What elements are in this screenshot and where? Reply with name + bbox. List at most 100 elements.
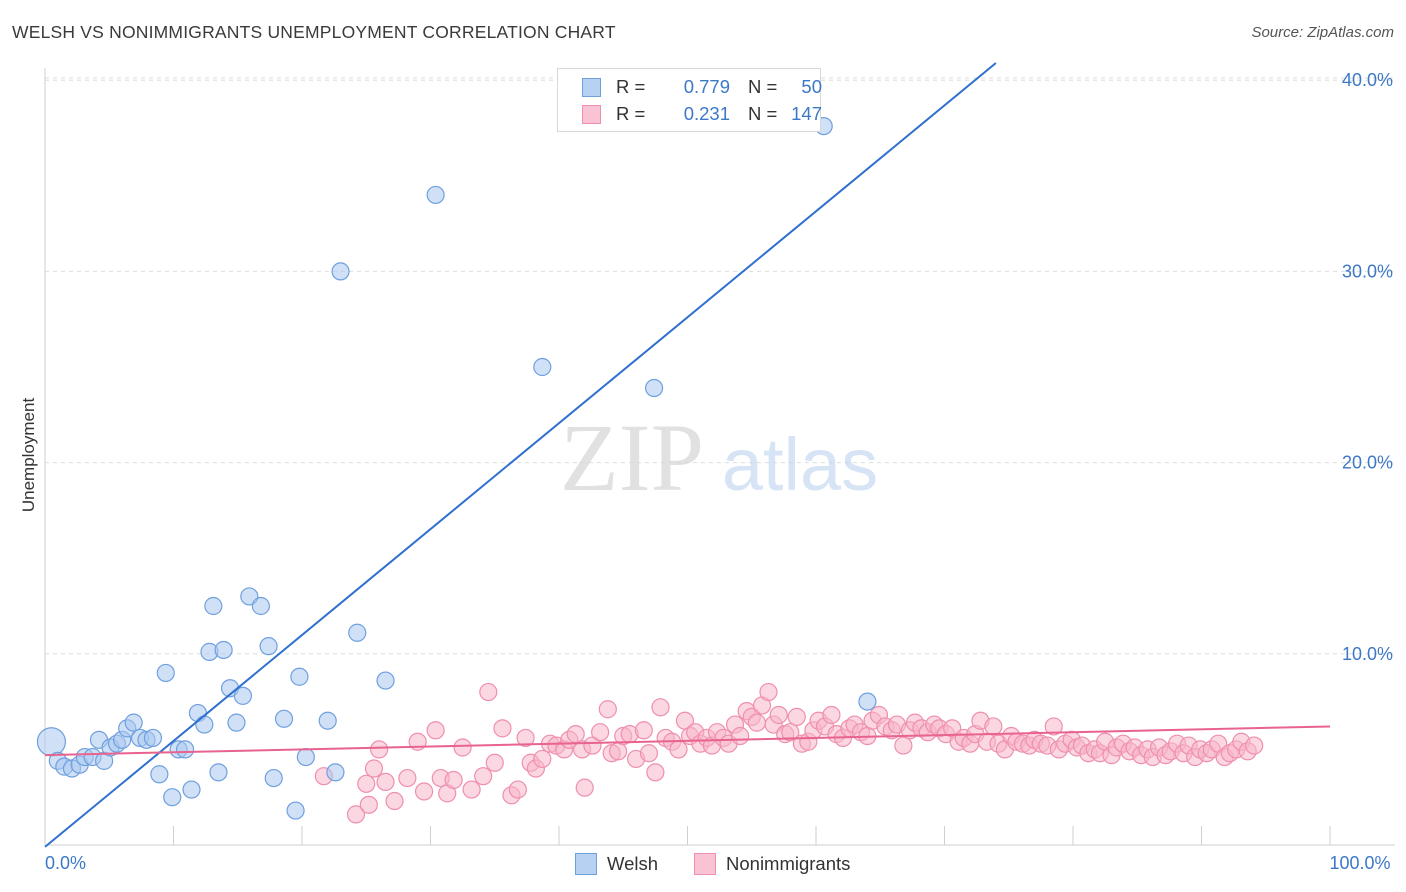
nonimmigrants-point[interactable]: [731, 726, 750, 746]
nonimmigrants-point[interactable]: [575, 778, 594, 797]
nonimmigrants-point[interactable]: [583, 736, 602, 755]
welsh-point[interactable]: [331, 262, 350, 281]
nonimmigrants-point[interactable]: [822, 705, 841, 725]
nonimmigrants-point[interactable]: [508, 780, 527, 799]
welsh-point[interactable]: [251, 596, 270, 616]
nonimmigrants-point[interactable]: [1044, 717, 1063, 736]
r-value: 0.779: [683, 76, 730, 97]
welsh-point[interactable]: [426, 185, 445, 205]
welsh-point[interactable]: [318, 711, 337, 730]
nonimmigrants-point[interactable]: [787, 707, 806, 726]
r-value: 0.231: [683, 103, 730, 124]
nonimmigrants-point[interactable]: [1245, 736, 1264, 755]
welsh-point[interactable]: [195, 715, 214, 734]
welsh-point[interactable]: [227, 713, 246, 732]
welsh-point[interactable]: [296, 747, 315, 767]
nonimmigrants-point[interactable]: [984, 717, 1003, 736]
watermark-zip: ZIP: [560, 404, 704, 511]
nonimmigrants-swatch: [582, 105, 601, 124]
welsh-point[interactable]: [286, 801, 305, 820]
welsh-point[interactable]: [163, 788, 182, 807]
source-label: Source: ZipAtlas.com: [1251, 24, 1394, 41]
welsh-point[interactable]: [858, 692, 877, 711]
watermark-atlas: atlas: [722, 423, 878, 506]
welsh-point[interactable]: [348, 623, 367, 642]
welsh-trend-line: [44, 62, 997, 848]
welsh-point[interactable]: [182, 780, 201, 799]
n-label: N =: [748, 103, 778, 124]
welsh-point[interactable]: [326, 763, 345, 782]
chart-title: WELSH VS NONIMMIGRANTS UNEMPLOYMENT CORR…: [12, 22, 616, 42]
welsh-point[interactable]: [156, 663, 175, 683]
welsh-point[interactable]: [533, 357, 552, 377]
nonimmigrants-point[interactable]: [651, 698, 670, 717]
nonimmigrants-point[interactable]: [639, 744, 659, 763]
legend-label: Welsh: [607, 853, 659, 874]
watermark: ZIP atlas: [560, 404, 878, 511]
nonimmigrants-point[interactable]: [414, 782, 434, 801]
nonimmigrants-point[interactable]: [533, 749, 552, 769]
nonimmigrants-point[interactable]: [462, 780, 481, 799]
nonimmigrants-point[interactable]: [346, 805, 366, 824]
nonimmigrants-point[interactable]: [516, 728, 535, 748]
nonimmigrants-point[interactable]: [426, 721, 445, 740]
nonimmigrants-point[interactable]: [747, 713, 766, 732]
nonimmigrants-point[interactable]: [479, 682, 498, 702]
nonimmigrants-point[interactable]: [370, 740, 389, 759]
welsh-point[interactable]: [214, 640, 233, 660]
welsh-point[interactable]: [259, 637, 278, 656]
welsh-points: [36, 116, 877, 820]
y-tick-label: 20.0%: [1342, 453, 1393, 473]
nonimmigrants-point[interactable]: [364, 759, 384, 778]
y-tick-label: 30.0%: [1342, 261, 1393, 281]
tick-labels: 10.0% 20.0% 30.0% 40.0% 0.0% 100.0%: [45, 70, 1393, 873]
welsh-point[interactable]: [644, 378, 664, 398]
nonimmigrants-point[interactable]: [566, 725, 585, 744]
welsh-point[interactable]: [376, 671, 395, 690]
nonimmigrants-point[interactable]: [474, 767, 493, 786]
nonimmigrants-point[interactable]: [894, 736, 913, 755]
nonimmigrants-point[interactable]: [769, 705, 788, 725]
nonimmigrants-point[interactable]: [591, 723, 610, 742]
nonimmigrants-point[interactable]: [759, 682, 778, 702]
welsh-point[interactable]: [209, 763, 228, 782]
nonimmigrants-point[interactable]: [781, 723, 800, 742]
y-tick-label: 40.0%: [1342, 70, 1393, 90]
welsh-swatch: [575, 853, 597, 875]
nonimmigrants-point[interactable]: [398, 768, 417, 788]
nonimmigrants-point[interactable]: [669, 740, 688, 759]
welsh-point[interactable]: [274, 709, 294, 728]
nonimmigrants-trend-line: [44, 725, 1331, 757]
welsh-point[interactable]: [150, 765, 169, 784]
nonimmigrants-point[interactable]: [357, 774, 376, 793]
welsh-point[interactable]: [175, 740, 195, 759]
nonimmigrants-point[interactable]: [598, 700, 617, 719]
nonimmigrants-points: [314, 682, 1264, 824]
welsh-point[interactable]: [233, 686, 252, 705]
welsh-swatch: [582, 78, 601, 97]
trend-lines: [44, 62, 1331, 848]
n-label: N =: [748, 76, 778, 97]
nonimmigrants-point[interactable]: [646, 763, 665, 782]
axis-layer: [44, 68, 1395, 846]
welsh-point[interactable]: [290, 667, 309, 686]
nonimmigrants-point[interactable]: [444, 770, 463, 790]
nonimmigrants-point[interactable]: [385, 791, 404, 811]
welsh-point[interactable]: [204, 596, 223, 616]
nonimmigrants-swatch: [694, 853, 716, 875]
welsh-point[interactable]: [264, 768, 283, 788]
nonimmigrants-point[interactable]: [453, 738, 472, 757]
nonimmigrants-point[interactable]: [609, 742, 628, 761]
nonimmigrants-point[interactable]: [634, 721, 653, 740]
x-tick-label: 0.0%: [45, 853, 86, 873]
welsh-point[interactable]: [36, 727, 67, 757]
welsh-point[interactable]: [124, 713, 143, 732]
x-tick-label: 100.0%: [1329, 853, 1390, 873]
correlation-legend: R = 0.779 N = 50 R = 0.231 N = 147: [557, 68, 822, 132]
nonimmigrants-point[interactable]: [359, 795, 378, 814]
nonimmigrants-point[interactable]: [376, 772, 395, 792]
nonimmigrants-point[interactable]: [493, 719, 512, 738]
nonimmigrants-point[interactable]: [485, 753, 504, 772]
welsh-point[interactable]: [143, 728, 163, 748]
